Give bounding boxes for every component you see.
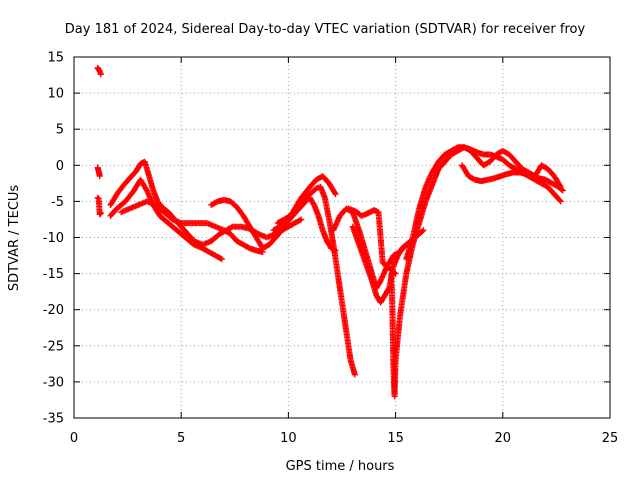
x-tick-label: 0 xyxy=(70,431,78,446)
x-tick-label: 5 xyxy=(177,431,185,446)
y-tick-label: 10 xyxy=(47,87,64,102)
series-arc-o xyxy=(459,162,566,194)
data-trail xyxy=(271,195,338,253)
data-trail xyxy=(209,197,303,251)
x-tick-label: 15 xyxy=(387,431,404,446)
y-tick-label: -5 xyxy=(51,195,64,210)
data-trail xyxy=(459,163,565,193)
series-arc-a xyxy=(94,64,104,78)
series-arc-b xyxy=(94,164,103,180)
data-trail xyxy=(94,165,103,178)
series-arc-c xyxy=(94,194,104,218)
y-tick-label: -30 xyxy=(43,375,64,390)
data-trail xyxy=(108,178,224,262)
series-arc-e xyxy=(107,176,225,263)
series-arc-l xyxy=(349,223,427,306)
y-tick-label: -35 xyxy=(43,412,64,427)
x-tick-label: 10 xyxy=(280,431,297,446)
series-arc-f xyxy=(118,198,266,255)
x-tick-label: 25 xyxy=(602,431,619,446)
x-axis-label: GPS time / hours xyxy=(286,459,395,474)
axis-ticks: 0 5 10 15 20 25 15 10 5 0 -5 -10 -15 -20 -25 -30 -35 xyxy=(43,51,619,447)
grid xyxy=(74,57,610,418)
data-trail xyxy=(403,144,563,261)
data-trail xyxy=(346,206,398,276)
x-tick-label: 20 xyxy=(495,431,512,446)
series-arc-i xyxy=(270,194,339,254)
series-arc-g xyxy=(208,196,305,252)
data-trail xyxy=(119,199,265,255)
y-tick-label: -20 xyxy=(43,303,64,318)
chart-title: Day 181 of 2024, Sidereal Day-to-day VTE… xyxy=(65,22,586,37)
series-arc-d xyxy=(107,158,339,248)
y-tick-label: 15 xyxy=(47,51,64,66)
y-tick-label: -25 xyxy=(43,339,64,354)
data-trail xyxy=(95,197,104,217)
y-tick-label: -15 xyxy=(43,267,64,282)
data-marks xyxy=(94,64,566,400)
y-axis-label: SDTVAR / TECUs xyxy=(7,185,22,292)
y-tick-label: 5 xyxy=(56,123,64,138)
data-trail xyxy=(95,65,104,76)
y-tick-label: -10 xyxy=(43,231,64,246)
y-tick-label: 0 xyxy=(56,159,64,174)
